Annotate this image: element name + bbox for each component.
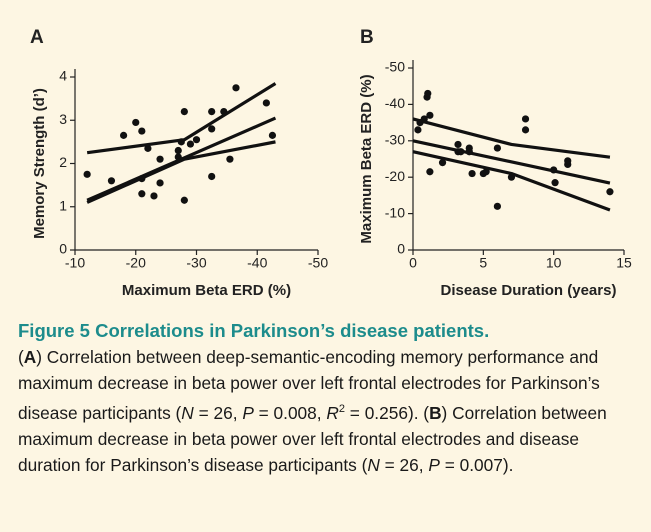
fit-line [412, 139, 611, 185]
y-tick-label: -50 [385, 59, 405, 75]
data-point [144, 144, 152, 152]
data-point [132, 118, 140, 127]
x-axis-label: Disease Duration (years) [441, 282, 617, 299]
data-point [138, 127, 146, 135]
data-point [180, 196, 188, 204]
caption-text: 2 [338, 403, 345, 415]
data-point [120, 131, 128, 139]
data-point [493, 144, 501, 152]
y-tick-label: 4 [59, 68, 67, 84]
data-point [174, 146, 182, 155]
x-tick-label: -20 [126, 255, 146, 271]
caption-text: N [367, 454, 380, 475]
data-point [551, 179, 559, 187]
caption: Figure 5 Correlations in Parkinson’s dis… [18, 318, 638, 478]
x-tick-label: 0 [409, 255, 417, 271]
data-point [208, 108, 216, 116]
y-tick-label: -20 [385, 168, 405, 184]
y-tick-label: 0 [397, 241, 405, 257]
caption-text: = 26, [193, 402, 243, 423]
x-tick-label: 15 [616, 255, 632, 271]
caption-text: R [326, 402, 339, 423]
data-point [138, 190, 146, 198]
caption-title: Figure 5 Correlations in Parkinson’s dis… [18, 320, 490, 341]
caption-text: ( [18, 347, 24, 367]
caption-text: ) Correlation between maximum decrease i… [18, 402, 607, 475]
data-point [186, 140, 195, 148]
fit-line [412, 150, 611, 212]
caption-text: = 0.007). [439, 454, 514, 475]
y-tick-label: 2 [59, 154, 67, 170]
data-point [521, 126, 530, 134]
data-point [180, 108, 188, 116]
data-point [156, 155, 164, 163]
x-tick-label: -40 [247, 255, 267, 271]
data-point [465, 144, 473, 152]
caption-text: = 0.008, [253, 402, 327, 423]
x-axis-label: Maximum Beta ERD (%) [122, 282, 291, 299]
data-point [414, 126, 422, 134]
x-tick-label: 5 [479, 255, 487, 271]
y-tick-label: 3 [59, 111, 67, 127]
y-tick-label: -10 [385, 204, 405, 220]
data-point [468, 169, 476, 178]
panel-label: B [360, 27, 374, 48]
data-point [83, 170, 91, 178]
caption-text: N [181, 402, 194, 423]
y-tick-label: 0 [59, 241, 67, 257]
x-tick-label: -50 [308, 255, 328, 271]
data-point [208, 125, 216, 133]
caption-text: P [428, 454, 440, 475]
data-point [521, 115, 530, 123]
data-point [156, 179, 164, 187]
data-point [438, 159, 447, 167]
y-tick-label: -40 [385, 95, 405, 111]
data-point [262, 99, 270, 107]
caption-text: P [242, 402, 254, 423]
data-point [150, 192, 158, 200]
data-point [268, 131, 277, 139]
data-point [454, 140, 462, 149]
fit-line [86, 82, 277, 155]
fit-line [86, 140, 276, 204]
panel-label: A [30, 27, 44, 48]
data-point [232, 84, 240, 92]
caption-text: ) Correlation between deep-semantic-enco… [18, 347, 600, 423]
data-point [107, 177, 116, 185]
x-tick-label: -30 [186, 255, 206, 271]
data-point [424, 89, 432, 98]
y-axis-label: Memory Strength (d’) [31, 88, 48, 239]
x-tick-label: 10 [546, 255, 562, 271]
data-point [493, 202, 501, 210]
data-point [606, 188, 614, 196]
caption-text: B [429, 402, 442, 423]
caption-text: A [23, 347, 37, 367]
data-point [192, 136, 201, 144]
data-point [426, 111, 434, 119]
x-tick-label: -10 [65, 255, 85, 271]
data-point [426, 168, 434, 176]
data-point [208, 172, 216, 181]
caption-text: = 0.256). ( [345, 402, 430, 423]
y-axis-label: Maximum Beta ERD (%) [358, 74, 375, 243]
charts: A 0 1 2 3 4 -10 -20 -30 -40 -50 Maximum Beta ERD (%… [30, 27, 632, 299]
data-point [226, 155, 234, 163]
fit-line [412, 117, 611, 159]
caption-text: = 26, [379, 454, 429, 475]
data-point [564, 157, 572, 165]
y-tick-label: 1 [59, 197, 67, 213]
y-tick-label: -30 [385, 132, 405, 148]
